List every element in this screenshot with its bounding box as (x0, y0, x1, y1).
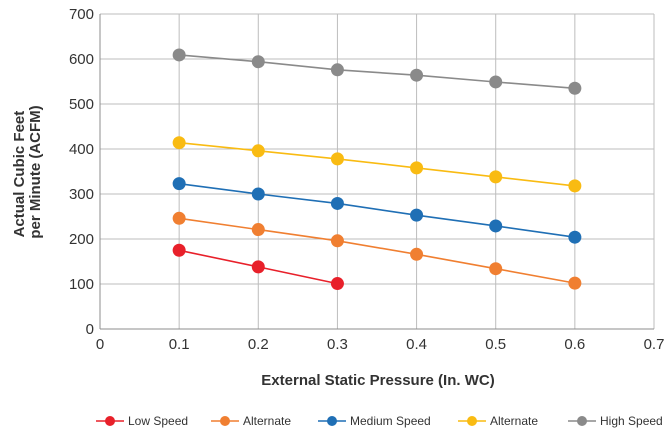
data-point (489, 219, 503, 233)
data-point (172, 177, 186, 191)
x-tick-label: 0 (96, 336, 104, 353)
y-axis-title: Actual Cubic Feet per Minute (ACFM) (11, 105, 44, 238)
data-point (172, 211, 186, 225)
legend-swatch-marker (220, 416, 230, 426)
data-point (251, 260, 265, 274)
y-tick-label: 0 (86, 321, 94, 338)
legend-item: Low Speed (96, 414, 188, 428)
legend-label: Low Speed (128, 414, 188, 428)
series-group (172, 48, 582, 291)
data-point (489, 170, 503, 184)
series-line (179, 141, 575, 187)
data-point (330, 63, 344, 77)
data-point (568, 276, 582, 290)
y-tick-label: 400 (69, 141, 94, 158)
legend-swatch-marker (327, 416, 337, 426)
data-point (172, 48, 186, 62)
data-point (489, 262, 503, 276)
data-point (251, 144, 265, 158)
tick-labels: 0 100 200 300 400 500 600 700 0 0.1 0.2 0.3 0.4 0.5 0.… (69, 6, 664, 353)
y-axis-title-line-2: per Minute (ACFM) (27, 105, 44, 238)
series-2 (172, 211, 582, 290)
data-point (568, 179, 582, 193)
x-tick-label: 0.5 (485, 336, 506, 353)
series-3 (172, 177, 582, 244)
legend-label: High Speed (600, 414, 663, 428)
y-tick-label: 300 (69, 186, 94, 203)
data-point (251, 223, 265, 237)
data-point (330, 277, 344, 291)
legend-label: Alternate (243, 414, 291, 428)
legend-item: Alternate (211, 414, 291, 428)
x-tick-label: 0.6 (564, 336, 585, 353)
series-line (178, 217, 576, 284)
x-axis-title: External Static Pressure (In. WC) (261, 372, 494, 389)
series-1 (172, 243, 344, 291)
data-point (330, 196, 344, 210)
x-tick-label: 0.1 (169, 336, 190, 353)
legend: Low Speed Alternate Medium Speed Alternate H… (96, 414, 663, 428)
data-point (410, 247, 424, 261)
data-point (251, 55, 265, 69)
legend-label: Medium Speed (350, 414, 431, 428)
y-tick-label: 100 (69, 276, 94, 293)
data-point (568, 230, 582, 244)
x-tick-label: 0.7 (644, 336, 665, 353)
x-tick-label: 0.3 (327, 336, 348, 353)
data-point (172, 243, 186, 257)
legend-item: Alternate (458, 414, 538, 428)
series-line (179, 54, 575, 90)
legend-item: Medium Speed (318, 414, 431, 428)
y-tick-label: 600 (69, 51, 94, 68)
series-4 (172, 136, 582, 193)
data-point (489, 75, 503, 89)
y-axis-title-line-1: Actual Cubic Feet (11, 111, 28, 238)
data-point (251, 187, 265, 201)
legend-swatch-marker (105, 416, 115, 426)
series-line (178, 182, 576, 238)
legend-swatch-marker (467, 416, 477, 426)
legend-swatch-marker (577, 416, 587, 426)
y-tick-label: 500 (69, 96, 94, 113)
x-tick-label: 0.2 (248, 336, 269, 353)
data-point (410, 68, 424, 82)
y-tick-label: 700 (69, 6, 94, 23)
y-tick-label: 200 (69, 231, 94, 248)
data-point (330, 152, 344, 166)
legend-item: High Speed (568, 414, 663, 428)
series-5 (172, 48, 582, 95)
data-point (410, 208, 424, 222)
legend-label: Alternate (490, 414, 538, 428)
data-point (410, 161, 424, 175)
axes (99, 14, 654, 330)
data-point (568, 81, 582, 95)
data-point (330, 234, 344, 248)
data-point (172, 136, 186, 150)
x-tick-label: 0.4 (406, 336, 427, 353)
grid (100, 13, 655, 329)
